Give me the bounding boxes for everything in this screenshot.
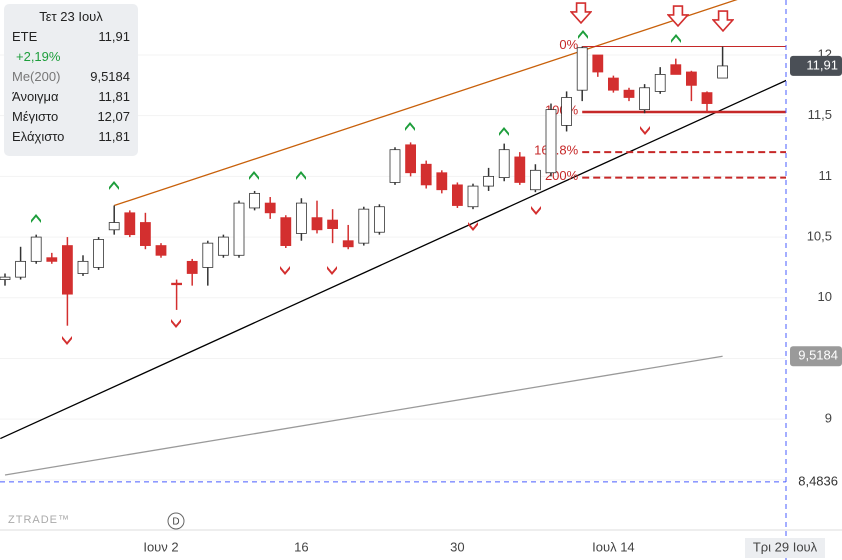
info-value: 11,91: [98, 29, 130, 44]
x-tick-label: Ιουν 2: [143, 539, 178, 554]
candle-body: [0, 276, 11, 280]
candle-body: [639, 87, 650, 111]
candle-body: [623, 89, 635, 98]
candle-body: [342, 240, 354, 248]
plot: 0%100%161.8%200%: [0, 0, 786, 483]
info-row: Me(200) 9,5184: [4, 67, 138, 87]
info-label: Μέγιστο: [12, 109, 59, 124]
candle-body: [327, 219, 339, 229]
candle-body: [498, 149, 510, 178]
candle-body: [295, 202, 307, 234]
info-value: 12,07: [97, 109, 130, 124]
info-label: Me(200): [12, 69, 61, 84]
candle-body: [202, 242, 214, 268]
info-value: 9,5184: [90, 69, 130, 84]
candle-body: [124, 212, 136, 236]
logo: ZTRADE™: [8, 514, 70, 526]
candle-body: [217, 236, 229, 256]
candle-body: [654, 74, 666, 92]
candle-body: [608, 77, 619, 91]
info-value: 11,81: [98, 89, 130, 104]
candle-body: [30, 236, 42, 262]
price-tag-box: [790, 55, 842, 76]
y-tick-label: 10: [818, 289, 832, 304]
trendline: [113, 0, 738, 207]
info-row: ΕΤΕ 11,91: [4, 27, 138, 47]
candle-body: [233, 202, 245, 256]
info-row: Άνοιγμα 11,81: [4, 87, 138, 107]
candle-body: [249, 192, 261, 209]
candle-body: [46, 257, 58, 262]
candle-body: [186, 260, 198, 274]
candle-body: [670, 64, 682, 75]
info-label: Άνοιγμα: [12, 89, 59, 104]
info-label: +2,19%: [16, 49, 61, 64]
x-tick-label: 16: [294, 539, 308, 554]
candle-body: [139, 222, 151, 246]
fib-label: 0%: [559, 37, 578, 52]
candle-body: [311, 217, 323, 231]
candle-body: [420, 163, 432, 186]
badge-circle: [167, 512, 185, 530]
info-label: Ελάχιστο: [12, 129, 65, 144]
candle-body: [358, 208, 370, 244]
candle-body: [483, 175, 495, 187]
price-tag: 8,4836: [798, 473, 838, 488]
badge: D: [172, 517, 179, 528]
candle-body: [405, 144, 417, 174]
candle-body: [701, 92, 713, 104]
candle-body: [77, 260, 89, 274]
price-tag-box: [790, 471, 842, 492]
candle-body: [530, 169, 541, 191]
y-tick-label: 10,5: [807, 229, 832, 244]
candle-body: [389, 149, 401, 183]
x-tick-label: Ιουλ 14: [592, 539, 635, 554]
price-tag-box: [790, 346, 842, 367]
info-value: 11,81: [98, 129, 130, 144]
trendline: [0, 79, 786, 440]
ma-line: [4, 355, 723, 476]
price-tag: 9,5184: [798, 348, 838, 363]
x-tick-label: 30: [450, 539, 464, 554]
candle-body: [264, 202, 276, 214]
candle-body: [686, 71, 697, 86]
candle-body: [545, 109, 557, 174]
candle-body: [155, 245, 167, 256]
candle-body: [15, 260, 27, 278]
candle-body: [108, 222, 120, 231]
info-row: Ελάχιστο 11,81: [4, 127, 138, 147]
candle-body: [280, 217, 292, 246]
candle-body: [451, 184, 463, 206]
y-tick-label: 11: [819, 168, 833, 183]
candle-body: [171, 282, 183, 286]
x-tick-label: Τρι 29 Ιουλ: [753, 539, 818, 554]
x-label-box: [745, 538, 825, 558]
candle-body: [373, 206, 385, 233]
info-date: Τετ 23 Ιουλ: [39, 9, 103, 24]
candle-body: [436, 172, 448, 191]
info-label: ΕΤΕ: [12, 29, 38, 44]
info-row: Μέγιστο 12,07: [4, 107, 138, 127]
price-tag: 11,91: [806, 57, 838, 72]
candle-body: [561, 97, 572, 126]
candle-body: [717, 65, 728, 79]
candle-body: [93, 239, 104, 268]
candle-body: [467, 185, 479, 208]
y-tick-label: 11,5: [808, 107, 832, 122]
candle-body: [592, 54, 604, 73]
candle-body: [576, 47, 588, 91]
info-row: +2,19%: [4, 47, 138, 67]
y-tick-label: 9: [825, 411, 832, 426]
candle-body: [62, 245, 73, 295]
candle-body: [514, 156, 526, 183]
info-box: Τετ 23 Ιουλ ΕΤΕ 11,91 +2,19% Me(200) 9,5184 Ά…: [4, 4, 138, 156]
